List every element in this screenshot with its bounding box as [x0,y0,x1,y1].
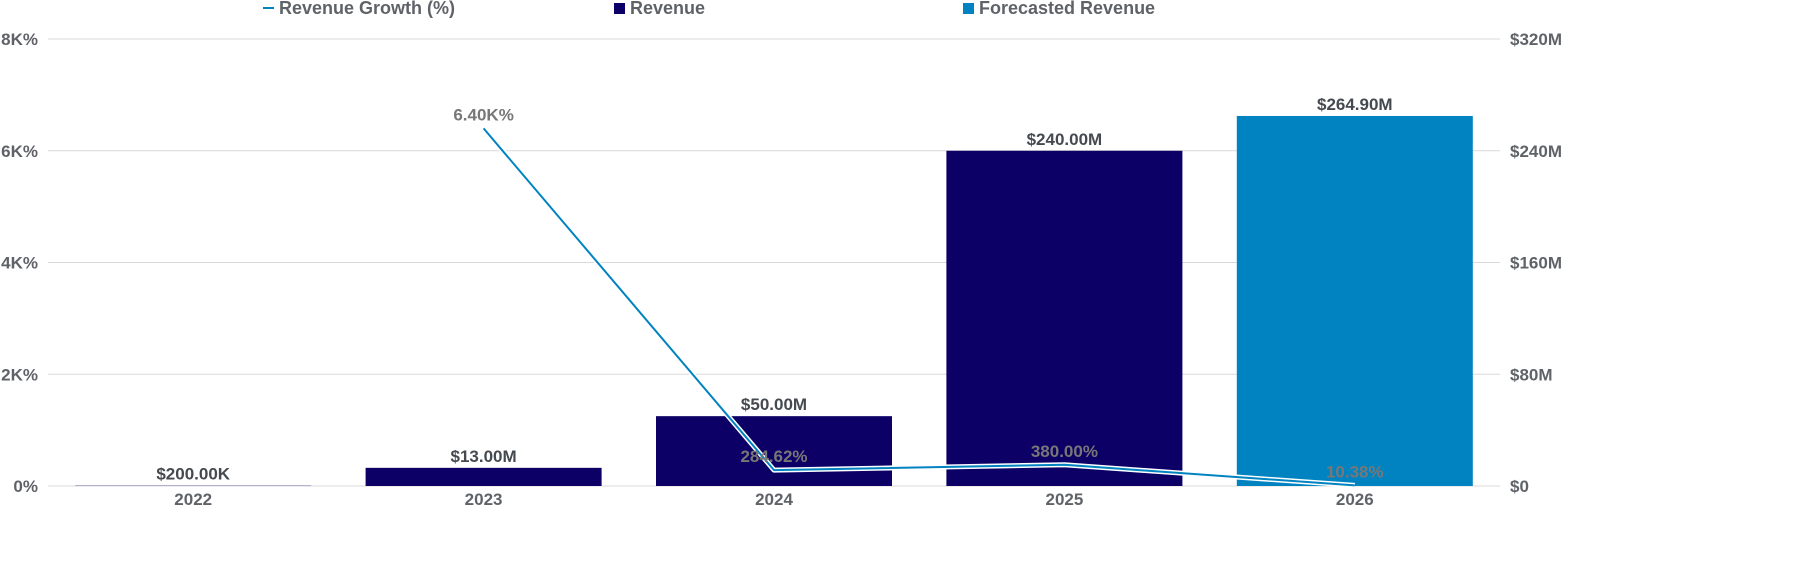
bar-data-label: $13.00M [451,447,517,466]
bar-data-label: $240.00M [1027,130,1103,149]
line-data-label: 284.62% [740,447,807,466]
x-tick-label: 2024 [755,490,793,509]
bar [946,150,1183,486]
data-labels: $200.00K $13.00M $50.00M $240.00M $264.90M 6.… [156,95,1392,484]
line-data-label: 380.00% [1031,442,1098,461]
y-left-tick-label: 4K% [1,254,38,273]
y-right-tick-label: $240M [1510,142,1562,161]
growth-line [481,126,1355,488]
x-tick-label: 2022 [174,490,212,509]
y-right-tick-label: $160M [1510,254,1562,273]
axes: 0% 2K% 4K% 6K% 8K% $0 $80M $160M $240M $320M 2022 2… [1,30,1562,509]
bar [1236,115,1473,487]
y-right-tick-label: $80M [1510,365,1553,384]
bar [365,467,602,486]
growth-line-halo [481,126,1355,488]
y-right-tick-label: $0 [1510,477,1529,496]
bars [75,115,1473,487]
bar-data-label: $264.90M [1317,95,1393,114]
bar-data-label: $200.00K [156,465,230,484]
x-tick-label: 2026 [1336,490,1374,509]
y-left-tick-label: 0% [13,477,38,496]
y-left-tick-label: 6K% [1,142,38,161]
line-data-label: 6.40K% [453,105,513,124]
y-left-tick-label: 8K% [1,30,38,49]
x-tick-label: 2025 [1045,490,1083,509]
legend-swatch-icon [963,3,974,14]
y-left-tick-label: 2K% [1,365,38,384]
growth-line-path [482,127,1355,487]
legend-swatch-icon [614,3,625,14]
x-tick-label: 2023 [465,490,503,509]
legend-item-label[interactable]: Revenue [630,0,705,18]
bar [656,416,892,486]
legend-item-label[interactable]: Forecasted Revenue [979,0,1155,18]
bar-data-label: $50.00M [741,395,807,414]
legend-item-label[interactable]: Revenue Growth (%) [279,0,455,18]
y-right-tick-label: $320M [1510,30,1562,49]
legend[interactable]: Revenue Growth (%) Revenue Forecasted Reve… [263,0,1155,18]
line-data-label: 10.38% [1326,462,1384,481]
